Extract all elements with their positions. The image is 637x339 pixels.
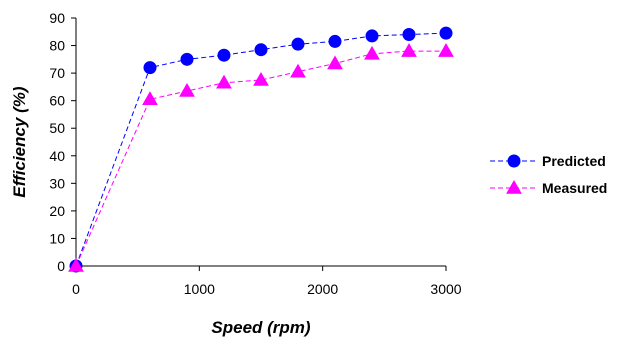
- predicted-point: [402, 28, 416, 42]
- measured-point: [216, 74, 232, 89]
- measured-point: [253, 71, 269, 86]
- legend-label: Predicted: [542, 153, 606, 169]
- chart-series: [68, 26, 454, 273]
- y-tick-label: 10: [49, 230, 65, 246]
- predicted-point: [365, 29, 379, 43]
- predicted-point: [217, 48, 231, 62]
- x-axis-title: Speed (rpm): [211, 318, 311, 337]
- measured-point: [438, 43, 454, 57]
- series-measured: [68, 43, 454, 272]
- predicted-point: [254, 43, 268, 57]
- y-tick-label: 90: [49, 10, 65, 26]
- legend-marker: [506, 179, 522, 194]
- y-tick-label: 30: [49, 175, 65, 191]
- x-tick-label: 2000: [307, 281, 338, 297]
- series-predicted: [69, 26, 453, 273]
- predicted-point: [291, 37, 305, 51]
- measured-point: [142, 91, 158, 106]
- measured-line: [75, 50, 446, 267]
- x-tick-label: 1000: [184, 281, 215, 297]
- predicted-line: [75, 32, 447, 267]
- x-tick-label: 3000: [430, 281, 461, 297]
- predicted-point: [180, 52, 194, 66]
- y-tick-label: 20: [49, 203, 65, 219]
- predicted-point: [328, 34, 342, 48]
- measured-point: [364, 45, 380, 60]
- y-tick-label: 50: [49, 120, 65, 136]
- measured-point: [68, 257, 84, 272]
- y-tick-label: 40: [49, 148, 65, 164]
- y-tick-label: 0: [57, 258, 65, 274]
- y-tick-label: 70: [49, 65, 65, 81]
- chart-ticks: 0 10 20 30 40 50 60 70 80 90 0 1000 2000 3000: [49, 10, 461, 297]
- legend-marker: [507, 154, 521, 168]
- measured-point: [179, 83, 195, 97]
- chart-legend: Predicted Measured: [490, 153, 607, 196]
- y-tick-label: 80: [49, 38, 65, 54]
- measured-point: [290, 63, 306, 78]
- chart-axes: [75, 18, 446, 267]
- predicted-point: [439, 26, 453, 40]
- legend-item-predicted: Predicted: [490, 153, 606, 169]
- legend-item-measured: Measured: [490, 179, 607, 196]
- legend-label: Measured: [542, 180, 607, 196]
- predicted-point: [143, 61, 157, 75]
- measured-point: [327, 55, 343, 70]
- y-tick-label: 60: [49, 93, 65, 109]
- measured-point: [401, 43, 417, 57]
- x-tick-label: 0: [72, 281, 80, 297]
- y-axis-title: Efficiency (%): [10, 86, 29, 198]
